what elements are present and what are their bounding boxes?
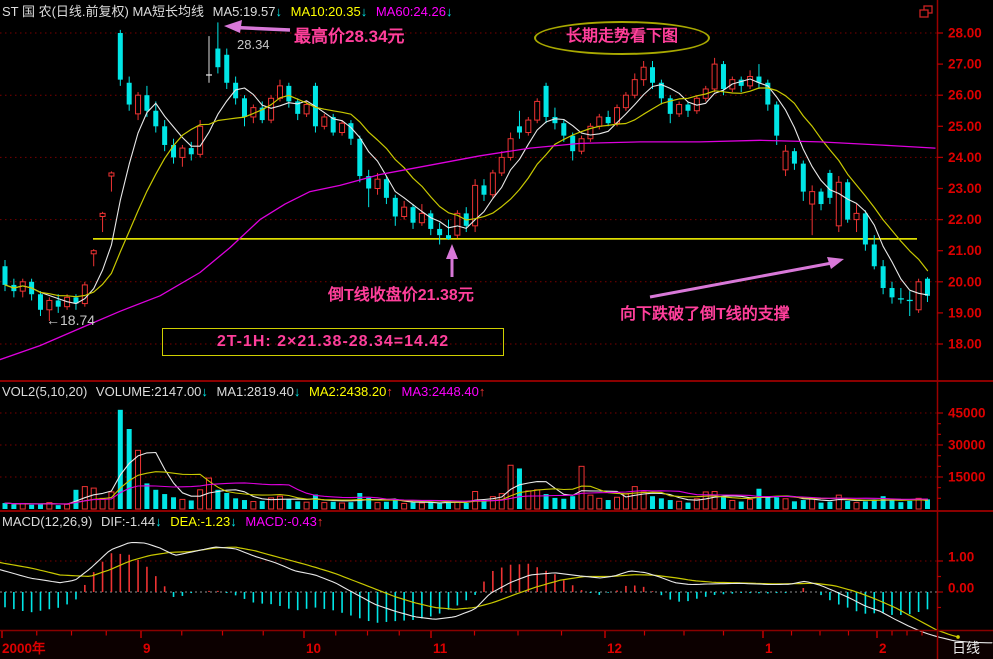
ma10-arrow-icon: ↓ xyxy=(360,4,368,19)
vol-ma3-arrow-icon: ↑ xyxy=(478,384,486,399)
volume-axis-label: 30000 xyxy=(948,438,986,453)
macd-header: MACD(12,26,9) DIF:-1.44↓ DEA:-1.23↓ MACD… xyxy=(2,514,328,529)
annotation-support-breakdown: 向下跌破了倒T线的支撑 xyxy=(620,306,790,323)
low-value-label: ←18.74 xyxy=(46,312,96,328)
annotation-peak-price: 最高价28.34元 xyxy=(294,27,405,46)
x-axis-month-label: 10 xyxy=(306,641,321,656)
x-axis-month-label: 1 xyxy=(765,641,773,656)
vol-ma1-arrow-icon: ↓ xyxy=(293,384,301,399)
volume-header: VOL2(5,10,20) VOLUME:2147.00↓ MA1:2819.4… xyxy=(2,384,490,399)
dea-arrow-icon: ↓ xyxy=(230,514,237,529)
price-axis-label: 28.00 xyxy=(948,26,982,41)
volume-axis-label: 45000 xyxy=(948,406,986,421)
dif-value: DIF:-1.44 xyxy=(100,514,156,529)
macd-arrow-icon: ↑ xyxy=(316,514,324,529)
volume-axis-label: 15000 xyxy=(948,470,986,485)
ma10-value: MA10:20.35 xyxy=(290,4,361,19)
stock-title: ST 国 农(日线.前复权) MA短长均线 xyxy=(2,4,204,19)
vol-ma2-arrow-icon: ↑ xyxy=(386,384,393,399)
annotation-t-line-close: 倒T线收盘价21.38元 xyxy=(328,287,474,304)
macd-indicator: MACD(12,26,9) xyxy=(2,514,93,529)
price-header: ST 国 农(日线.前复权) MA短长均线 MA5:19.57↓ MA10:20… xyxy=(2,1,457,20)
period-label: 日线 xyxy=(952,640,980,656)
price-axis-label: 22.00 xyxy=(948,212,982,227)
x-axis-year-label: 2000年 xyxy=(2,640,46,656)
vol-indicator: VOL2(5,10,20) xyxy=(2,384,88,399)
price-axis-label: 23.00 xyxy=(948,181,982,196)
x-axis-month-label: 2 xyxy=(879,641,887,656)
dea-value: DEA:-1.23 xyxy=(170,514,231,529)
price-axis-label: 21.00 xyxy=(948,243,982,258)
annotation-arrows xyxy=(224,20,844,299)
price-axis-label: 27.00 xyxy=(948,57,982,72)
macd-axis-label: 1.00 xyxy=(948,550,974,565)
macd-value: MACD:-0.43 xyxy=(245,514,317,529)
price-axis-label: 26.00 xyxy=(948,88,982,103)
restore-window-icon[interactable] xyxy=(919,5,933,18)
peak-value-label: 28.34 xyxy=(237,37,270,52)
x-axis-month-label: 11 xyxy=(433,641,448,656)
dif-arrow-icon: ↓ xyxy=(155,514,162,529)
x-axis-month-label: 9 xyxy=(143,641,151,656)
ma5-value: MA5:19.57 xyxy=(212,4,276,19)
vol-ma1-value: MA1:2819.40 xyxy=(216,384,294,399)
ma5-arrow-icon: ↓ xyxy=(275,4,282,19)
ma60-value: MA60:24.26 xyxy=(375,4,446,19)
price-axis-label: 18.00 xyxy=(948,337,982,352)
vol-ma2-value: MA2:2438.20 xyxy=(309,384,387,399)
price-axis-label: 24.00 xyxy=(948,150,982,165)
x-axis-month-label: 12 xyxy=(607,641,622,656)
price-axis-label: 25.00 xyxy=(948,119,982,134)
macd-axis-label: 0.00 xyxy=(948,581,974,596)
ma60-arrow-icon: ↓ xyxy=(445,4,453,19)
annotation-longterm-oval: 长期走势看下图 xyxy=(534,21,710,55)
vol-value: VOLUME:2147.00 xyxy=(95,384,202,399)
price-axis-label: 19.00 xyxy=(948,305,982,320)
annotation-formula-box: 2T-1H: 2×21.38-28.34=14.42 xyxy=(162,328,504,356)
vol-ma3-value: MA3:2448.40 xyxy=(401,384,479,399)
vol-arrow-icon: ↓ xyxy=(201,384,208,399)
price-axis-label: 20.00 xyxy=(948,274,982,289)
